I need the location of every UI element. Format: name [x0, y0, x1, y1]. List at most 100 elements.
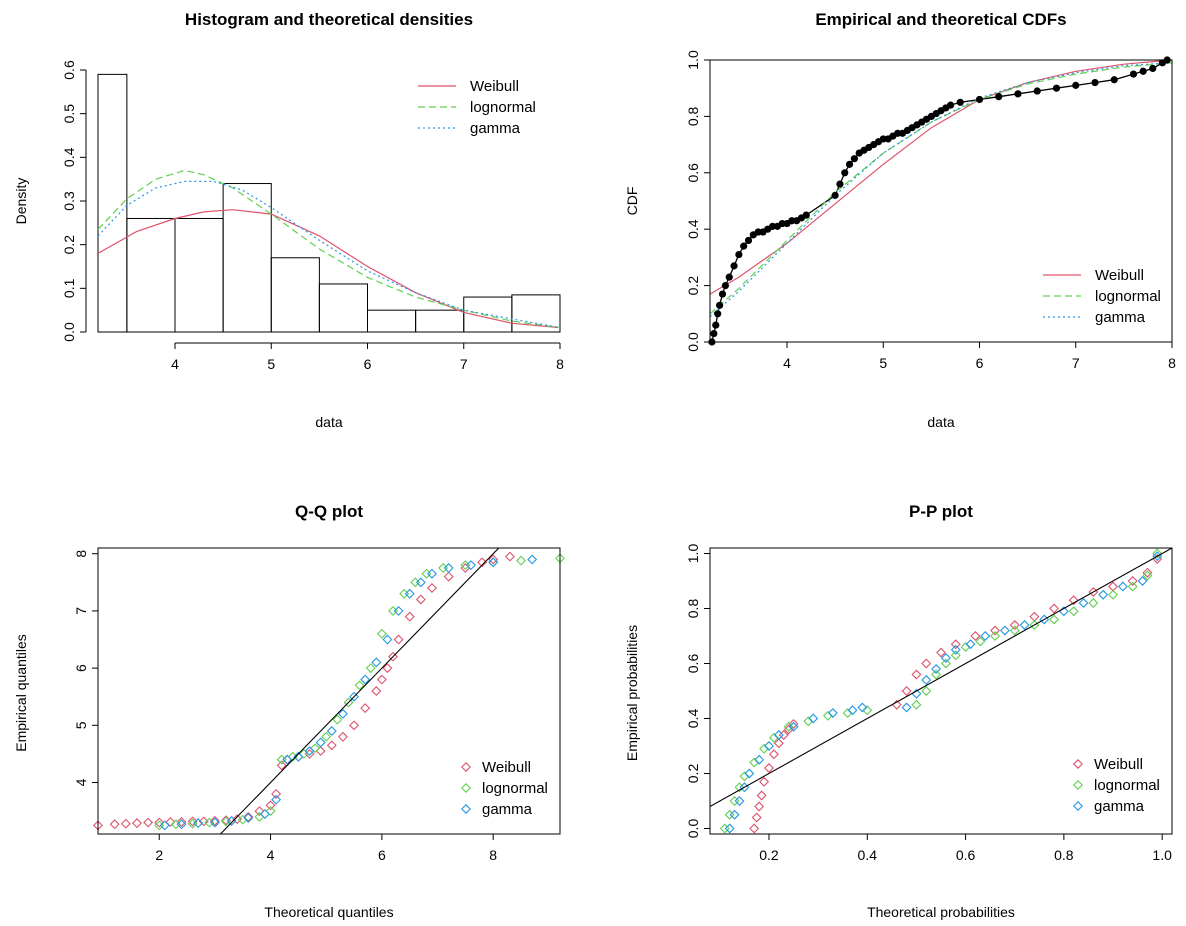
qq-lognormal-point	[460, 560, 471, 571]
qq-weibull-point	[349, 720, 360, 731]
qq-lognormal-point	[321, 731, 332, 742]
pp-gamma-point	[764, 741, 774, 751]
cdf-empirical-point	[710, 329, 718, 338]
pp-lognormal-point	[921, 686, 932, 696]
cdf-empirical-point	[831, 191, 839, 199]
pp-gamma-point	[1019, 620, 1030, 630]
pp-weibull-point	[749, 823, 760, 834]
pp-gamma-point	[901, 702, 912, 713]
pp-gamma-point	[724, 823, 735, 834]
qq-gamma-point	[293, 751, 304, 762]
cdf-x-tick-label: 8	[1168, 355, 1176, 371]
qq-gamma-point	[159, 820, 170, 831]
qq-lognormal-point	[516, 555, 527, 566]
qq-weibull-point	[415, 594, 426, 605]
hist-weibull-curve	[97, 209, 561, 329]
hist-y-tick-label: 0.4	[61, 147, 77, 167]
qq-legend-swatch-gamma	[461, 804, 471, 814]
qq-legend-swatch-weibull	[461, 762, 471, 772]
hist-x-tick-label: 8	[556, 356, 564, 372]
pp-weibull-point	[990, 625, 1001, 636]
pp-weibull-point	[1009, 620, 1020, 630]
hist-lognormal-curve	[97, 169, 561, 329]
cdf-empirical-point	[725, 273, 733, 281]
qq-gamma-point	[282, 754, 293, 765]
qq-gamma-point	[415, 577, 426, 588]
qq-weibull-point	[371, 686, 382, 696]
cdf-empirical-point	[730, 262, 738, 270]
qq-weibull-point	[154, 817, 165, 828]
cdf-y-tick-label: 0.4	[685, 219, 701, 239]
hist-bar	[97, 73, 128, 333]
hist-y-tick-label: 0.3	[61, 191, 77, 211]
pp-weibull-point	[788, 719, 799, 729]
pp-weibull-point	[773, 738, 784, 749]
cdf-empirical-point	[1129, 70, 1138, 78]
qq-gamma-point	[360, 674, 371, 685]
qq-gamma-point	[243, 813, 254, 823]
cdf-empirical-point	[712, 321, 720, 329]
qq-weibull-point	[382, 663, 393, 674]
pp-lognormal-point	[1049, 614, 1060, 625]
qq-gamma-point	[465, 560, 476, 571]
qq-lognormal-point	[438, 563, 449, 573]
qq-weibull-point	[209, 815, 220, 826]
qq-legend-label-gamma: gamma	[482, 801, 533, 818]
pp-gamma-point	[965, 639, 976, 650]
qq-weibull-point	[176, 817, 187, 827]
cdf-empirical-point	[1072, 81, 1080, 89]
qq-weibull-point	[337, 731, 348, 742]
qq-y-tick-label: 7	[73, 607, 89, 615]
pp-legend-label-lognormal: lognormal	[1094, 777, 1160, 794]
cdf-empirical-point	[836, 180, 844, 188]
qq-panel: Q-Q plot Theoretical quantiles Empirical…	[13, 502, 565, 920]
qq-legend-swatch-lognormal	[461, 783, 471, 793]
qq-weibull-point	[198, 816, 209, 827]
pp-y-tick-label: 0.6	[685, 654, 701, 674]
qq-gamma-point	[426, 568, 437, 579]
qq-weibull-point	[404, 611, 415, 622]
pp-weibull-point	[1029, 611, 1040, 622]
cdf-empirical-point	[1139, 67, 1147, 75]
qq-gamma-point	[315, 737, 326, 748]
hist-x-tick-label: 6	[364, 356, 372, 372]
qq-weibull-point	[187, 816, 198, 827]
qq-x-tick-label: 4	[267, 847, 275, 863]
pp-gamma-point	[729, 809, 740, 820]
pp-lognormal-point	[1108, 589, 1118, 600]
qq-title: Q-Q plot	[295, 502, 363, 521]
qq-weibull-point	[271, 788, 282, 799]
qq-weibull-point	[243, 811, 254, 822]
pp-lognormal-point	[1088, 598, 1099, 608]
hist-legend-label-weibull: Weibull	[470, 78, 519, 95]
qq-weibull-point	[120, 818, 131, 829]
qq-weibull-point	[131, 818, 142, 829]
pp-gamma-point	[999, 625, 1010, 636]
hist-bar	[126, 217, 176, 333]
pp-legend-label-weibull: Weibull	[1094, 756, 1143, 773]
qq-gamma-point	[349, 691, 360, 702]
hist-bar	[270, 257, 320, 333]
pp-gamma-point	[1098, 589, 1109, 600]
hist-ylabel: Density	[13, 178, 29, 225]
pp-gamma-point	[950, 644, 961, 655]
qq-gamma-point	[304, 746, 315, 757]
pp-weibull-point	[759, 776, 770, 787]
hist-plot-area: 4 5 6 7 8 0.0 0.1 0.2 0.3 0.4 0.5 0.6 Weibull lognorm…	[61, 60, 564, 372]
qq-x-tick-label: 8	[489, 847, 497, 863]
cdf-empirical-point	[995, 93, 1003, 101]
pp-x-tick-label: 0.2	[759, 847, 779, 863]
qq-lognormal-point	[276, 754, 287, 765]
cdf-y-tick-label: 0.2	[685, 276, 701, 296]
pp-lognormal-point	[1068, 606, 1079, 617]
qq-lognormal-point	[310, 743, 321, 754]
cdf-legend-label-weibull: Weibull	[1095, 267, 1144, 284]
pp-gamma-point	[1117, 581, 1128, 592]
hist-title: Histogram and theoretical densities	[185, 10, 473, 29]
qq-lognormal-point	[237, 814, 248, 825]
hist-x-tick-label: 5	[267, 356, 275, 372]
qq-weibull-point	[304, 748, 315, 759]
hist-gamma-curve	[97, 180, 561, 329]
pp-lognormal-point	[950, 650, 961, 661]
qq-plot-area: 2 4 6 8 4 5 6 7 8 Weibull lognormal gamma	[73, 547, 565, 863]
